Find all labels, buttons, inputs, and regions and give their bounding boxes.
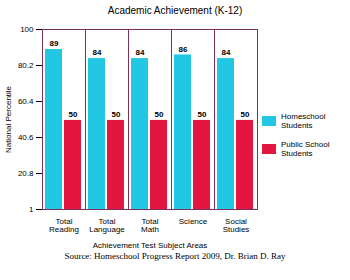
svg-text:50: 50	[241, 110, 250, 119]
svg-text:TotalReading: TotalReading	[49, 217, 79, 234]
svg-text:80.2: 80.2	[18, 61, 34, 70]
svg-text:TotalLanguage: TotalLanguage	[89, 217, 125, 234]
svg-text:20.8: 20.8	[18, 169, 34, 178]
svg-text:50: 50	[69, 110, 78, 119]
svg-text:SocialStudies: SocialStudies	[223, 217, 250, 234]
svg-text:50: 50	[112, 110, 121, 119]
svg-text:100: 100	[20, 25, 34, 34]
svg-text:National Percentile: National Percentile	[4, 85, 13, 153]
svg-text:60.4: 60.4	[18, 97, 34, 106]
svg-text:84: 84	[93, 48, 102, 57]
html-text:Source: Homeschool Progress Re: Source: Homeschool Progress Report 2009,…	[64, 251, 286, 261]
svg-text:Achievement Test Subject Areas: Achievement Test Subject Areas	[93, 241, 208, 250]
svg-text:84: 84	[222, 48, 231, 57]
svg-text:1: 1	[29, 205, 34, 214]
svg-text:TotalMath: TotalMath	[141, 217, 159, 234]
svg-text:89: 89	[50, 39, 59, 48]
svg-text:50: 50	[198, 110, 207, 119]
svg-text:Science: Science	[179, 217, 208, 226]
svg-text:84: 84	[136, 48, 145, 57]
html-text:Academic Achievement (K-12): Academic Achievement (K-12)	[107, 5, 243, 16]
html-text:Public School Students: Public School Students	[281, 140, 330, 158]
svg-text:40.6: 40.6	[18, 133, 34, 142]
html-text:Homeschool Students: Homeschool Students	[281, 112, 326, 130]
svg-text:86: 86	[179, 45, 188, 54]
svg-text:50: 50	[155, 110, 164, 119]
